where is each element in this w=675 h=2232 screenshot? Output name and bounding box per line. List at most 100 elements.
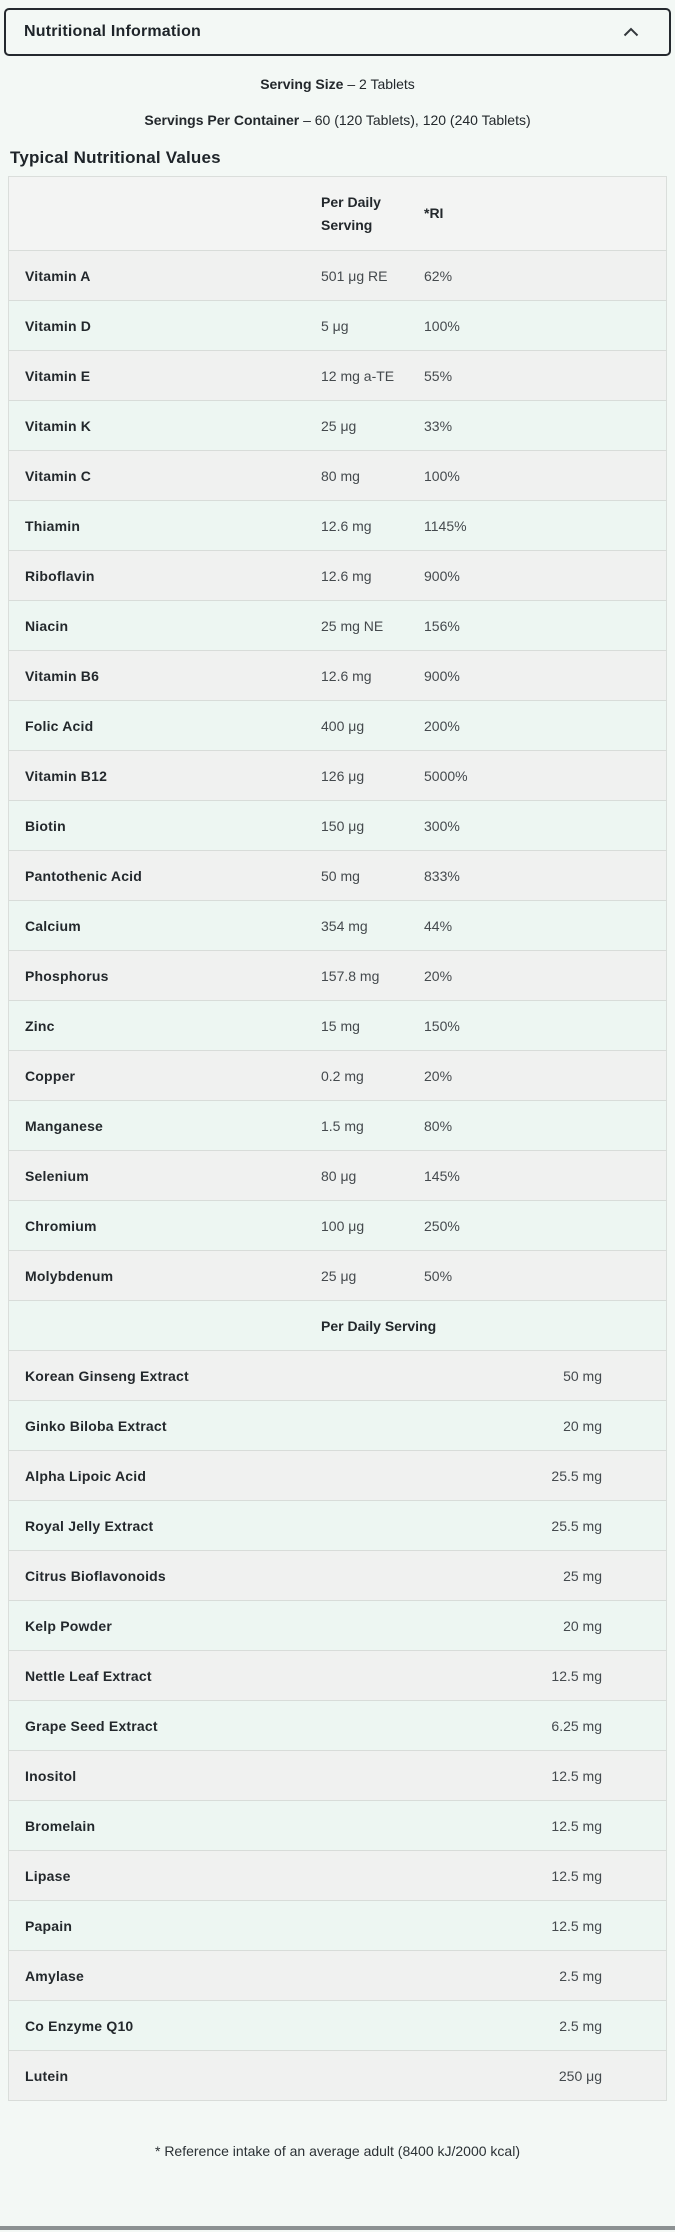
nutrient-name: Vitamin D <box>25 317 92 334</box>
nutrient-amount: 100 μg <box>321 1217 365 1234</box>
nutrient-amount: 157.8 mg <box>321 967 380 984</box>
ingredient-name: Korean Ginseng Extract <box>25 1367 189 1384</box>
nutrient-amount: 12 mg a-TE <box>321 367 395 384</box>
nutrient-ri: 100% <box>424 467 460 484</box>
nutrient-ri: 1145% <box>424 517 467 534</box>
nutrient-name: Selenium <box>25 1167 89 1184</box>
nutrient-name: Chromium <box>25 1217 97 1234</box>
nutrient-ri: 900% <box>424 667 460 684</box>
table-row: Vitamin B12 126 μg 5000% <box>9 750 666 800</box>
nutrient-ri: 900% <box>424 567 460 584</box>
accordion-title: Nutritional Information <box>24 23 202 40</box>
ingredient-name: Inositol <box>25 1767 77 1784</box>
table-row: Calcium 354 mg 44% <box>9 900 666 950</box>
nutrient-amount: 126 μg <box>321 767 365 784</box>
bottom-divider <box>0 2226 675 2230</box>
table-row: Biotin 150 μg 300% <box>9 800 666 850</box>
nutrient-amount: 80 mg <box>321 467 360 484</box>
nutrient-amount: 501 μg RE <box>321 267 388 284</box>
serving-size-line: Serving Size – 2 Tablets <box>0 74 675 94</box>
ingredient-amount: 12.5 mg <box>551 1917 602 1934</box>
nutrient-amount: 12.6 mg <box>321 517 372 534</box>
reference-intake-footnote: * Reference intake of an average adult (… <box>154 2143 520 2159</box>
servings-per-container-value: – 60 (120 Tablets), 120 (240 Tablets) <box>303 112 531 128</box>
table-row: Zinc 15 mg 150% <box>9 1000 666 1050</box>
servings-per-container-line: Servings Per Container – 60 (120 Tablets… <box>0 110 675 130</box>
nutrient-name: Vitamin K <box>25 417 92 434</box>
nutrient-name: Niacin <box>25 617 69 634</box>
table-row: Ginko Biloba Extract 20 mg <box>9 1400 666 1450</box>
ingredient-amount: 2.5 mg <box>559 1967 602 1984</box>
ingredient-amount: 20 mg <box>563 1617 602 1634</box>
table-row: Royal Jelly Extract 25.5 mg <box>9 1500 666 1550</box>
table-row: Copper 0.2 mg 20% <box>9 1050 666 1100</box>
nutrient-amount: 5 μg <box>321 317 349 334</box>
ingredient-amount: 12.5 mg <box>551 1817 602 1834</box>
nutrient-ri: 44% <box>424 917 453 934</box>
table-row: Chromium 100 μg 250% <box>9 1200 666 1250</box>
nutrient-name: Vitamin B6 <box>25 667 100 684</box>
nutrient-amount: 50 mg <box>321 867 360 884</box>
nutrient-name: Zinc <box>25 1017 55 1034</box>
ingredient-name: Grape Seed Extract <box>25 1717 158 1734</box>
nutrient-amount: 150 μg <box>321 817 365 834</box>
ingredient-amount: 25 mg <box>563 1567 602 1584</box>
nutrient-ri: 33% <box>424 417 453 434</box>
table-row: Manganese 1.5 mg 80% <box>9 1100 666 1150</box>
per-daily-serving-subheader: Per Daily Serving <box>321 1317 437 1334</box>
ingredient-name: Nettle Leaf Extract <box>25 1667 152 1684</box>
ingredient-amount: 12.5 mg <box>551 1667 602 1684</box>
ingredient-amount: 25.5 mg <box>551 1517 602 1534</box>
table-row: Kelp Powder 20 mg <box>9 1600 666 1650</box>
ingredient-amount: 25.5 mg <box>551 1467 602 1484</box>
subheader-row: Per Daily Serving <box>9 1300 666 1350</box>
ingredient-name: Papain <box>25 1917 73 1934</box>
nutrient-name: Vitamin A <box>25 267 91 284</box>
nutrient-name: Folic Acid <box>25 717 94 734</box>
ri-header: *RI <box>424 205 444 221</box>
nutrient-ri: 5000% <box>424 767 468 784</box>
nutrient-ri: 150% <box>424 1017 460 1034</box>
ingredient-name: Bromelain <box>25 1817 96 1834</box>
nutrient-ri: 80% <box>424 1117 453 1134</box>
ingredient-name: Citrus Bioflavonoids <box>25 1567 166 1584</box>
ingredient-amount: 12.5 mg <box>551 1767 602 1784</box>
nutrient-name: Calcium <box>25 917 81 934</box>
table-row: Riboflavin 12.6 mg 900% <box>9 550 666 600</box>
nutrient-amount: 12.6 mg <box>321 567 372 584</box>
nutrient-amount: 25 mg NE <box>321 617 384 634</box>
nutrient-name: Copper <box>25 1067 76 1084</box>
nutrient-amount: 1.5 mg <box>321 1117 364 1134</box>
table-row: Citrus Bioflavonoids 25 mg <box>9 1550 666 1600</box>
ingredient-name: Kelp Powder <box>25 1617 112 1634</box>
nutrient-name: Vitamin C <box>25 467 92 484</box>
ingredient-amount: 250 μg <box>558 2067 602 2084</box>
servings-per-container-label: Servings Per Container <box>144 112 300 128</box>
table-row: Korean Ginseng Extract 50 mg <box>9 1350 666 1400</box>
table-row: Grape Seed Extract 6.25 mg <box>9 1700 666 1750</box>
nutrient-amount: 0.2 mg <box>321 1067 364 1084</box>
extracts-section: Per Daily Serving Korean Ginseng Extract… <box>9 1300 666 2100</box>
ingredient-amount: 2.5 mg <box>559 2017 602 2034</box>
nutrient-ri: 145% <box>424 1167 460 1184</box>
table-row: Co Enzyme Q10 2.5 mg <box>9 2000 666 2050</box>
table-row: Selenium 80 μg 145% <box>9 1150 666 1200</box>
table-row: Thiamin 12.6 mg 1145% <box>9 500 666 550</box>
ingredient-name: Ginko Biloba Extract <box>25 1417 167 1434</box>
table-row: Vitamin A 501 μg RE 62% <box>9 250 666 300</box>
nutrient-ri: 55% <box>424 367 453 384</box>
table-row: Vitamin E 12 mg a-TE 55% <box>9 350 666 400</box>
nutrient-ri: 156% <box>424 617 460 634</box>
nutrient-name: Pantothenic Acid <box>25 867 143 884</box>
table-row: Folic Acid 400 μg 200% <box>9 700 666 750</box>
nutrient-name: Biotin <box>25 817 66 834</box>
nutrient-name: Thiamin <box>25 517 81 534</box>
ingredient-name: Royal Jelly Extract <box>25 1517 154 1534</box>
nutrient-name: Manganese <box>25 1117 104 1134</box>
nutrient-name: Vitamin E <box>25 367 91 384</box>
accordion-header-nutritional-information[interactable]: Nutritional Information <box>4 8 671 56</box>
table-row: Niacin 25 mg NE 156% <box>9 600 666 650</box>
table-row: Nettle Leaf Extract 12.5 mg <box>9 1650 666 1700</box>
typical-nutritional-values-title: Typical Nutritional Values <box>10 148 221 167</box>
